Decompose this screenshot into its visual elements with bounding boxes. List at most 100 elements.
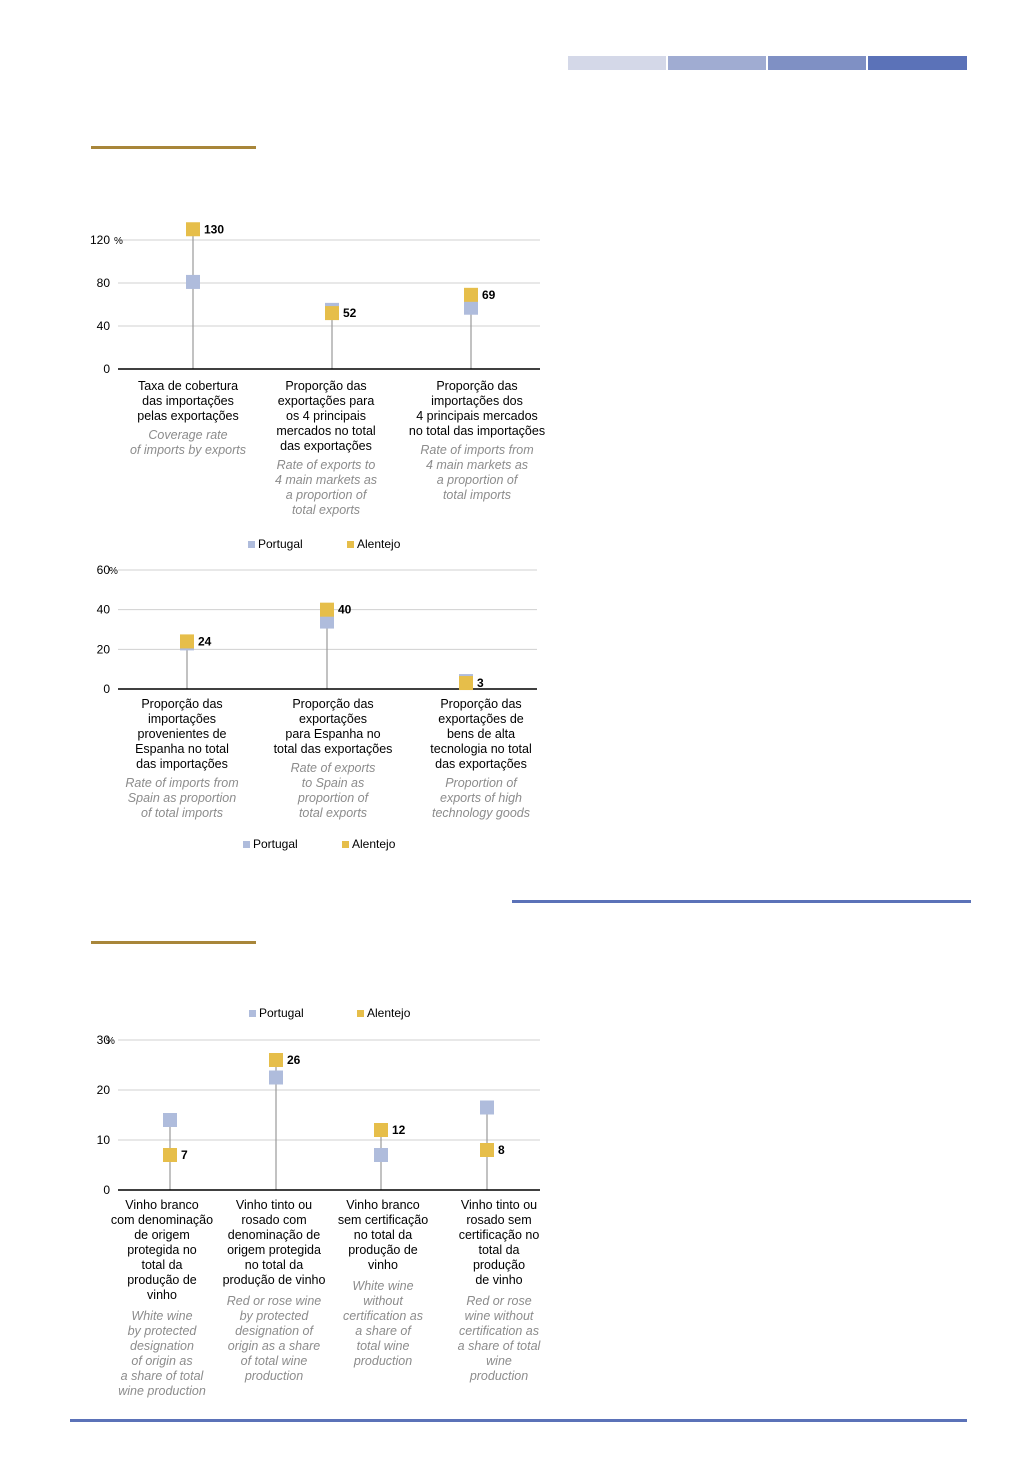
data-label: 130 xyxy=(204,222,224,236)
category-label-en: proportion of xyxy=(297,791,370,805)
category-label-en: a proportion of xyxy=(437,473,519,487)
category-label-en: wine without xyxy=(465,1309,534,1323)
category-label-pt: produção de xyxy=(348,1243,418,1257)
category-label-en: a share of xyxy=(355,1324,412,1338)
alentejo-point xyxy=(180,634,194,649)
y-unit-label: % xyxy=(114,236,123,247)
category-label-en: White wine xyxy=(131,1309,192,1323)
category-label-pt: total da xyxy=(141,1258,182,1272)
alentejo-point xyxy=(325,306,339,321)
category-label-pt: exportações para xyxy=(278,394,375,408)
category-label-en: 4 main markets as xyxy=(275,473,377,487)
y-tick-label: 20 xyxy=(97,1083,111,1097)
category-label-en: wine xyxy=(486,1354,512,1368)
portugal-point xyxy=(186,274,200,289)
y-tick-label: 60 xyxy=(97,563,111,577)
category-label-pt: bens de alta xyxy=(447,727,515,741)
category-label-pt: exportações de xyxy=(438,712,524,726)
category-label-pt: Proporção das xyxy=(440,697,521,711)
category-label-pt: de origem xyxy=(134,1228,190,1242)
y-tick-label: 10 xyxy=(97,1133,111,1147)
category-label-en: origin as a share xyxy=(228,1339,320,1353)
category-label-pt: das importações xyxy=(136,757,228,771)
category-label-en: White wine xyxy=(352,1279,413,1293)
data-label: 3 xyxy=(477,676,484,690)
legend-swatch-alentejo xyxy=(342,841,349,848)
portugal-point xyxy=(464,300,478,315)
category-label-pt: para Espanha no xyxy=(285,727,380,741)
alentejo-point xyxy=(163,1148,177,1162)
y-tick-label: 0 xyxy=(103,362,110,376)
category-label-pt: provenientes de xyxy=(138,727,227,741)
data-label: 52 xyxy=(343,306,357,320)
category-label-pt: produção de xyxy=(127,1273,197,1287)
y-tick-label: 0 xyxy=(103,682,110,696)
category-label-pt: no total da xyxy=(354,1228,412,1242)
y-tick-label: 0 xyxy=(103,1183,110,1197)
portugal-point xyxy=(269,1070,283,1085)
y-tick-label: 120 xyxy=(90,233,110,247)
legend-label-portugal: Portugal xyxy=(259,1006,304,1020)
y-tick-label: 80 xyxy=(97,276,111,290)
data-label: 40 xyxy=(338,603,352,617)
category-label-en: total imports xyxy=(443,488,511,502)
data-label: 26 xyxy=(287,1053,301,1067)
category-label-en: without xyxy=(363,1294,403,1308)
alentejo-point xyxy=(480,1143,494,1157)
legend-label-alentejo: Alentejo xyxy=(352,837,396,851)
category-label-en: a share of total xyxy=(121,1369,205,1383)
legend-swatch-portugal xyxy=(243,841,250,848)
category-label-en: exports of high xyxy=(440,791,522,805)
category-label-pt: vinho xyxy=(147,1288,177,1302)
y-tick-label: 20 xyxy=(97,642,111,656)
category-label-pt: Proporção das xyxy=(292,697,373,711)
y-tick-label: 30 xyxy=(97,1033,111,1047)
category-label-en: 4 main markets as xyxy=(426,458,528,472)
portugal-point xyxy=(320,614,334,629)
header-bar-2 xyxy=(668,56,766,70)
category-label-en: designation of xyxy=(235,1324,314,1338)
category-label-en: to Spain as xyxy=(302,776,365,790)
category-label-pt: Vinho branco xyxy=(346,1198,419,1212)
category-label-en: by protected xyxy=(240,1309,310,1323)
category-label-en: production xyxy=(353,1354,412,1368)
legend-swatch-portugal xyxy=(249,1010,256,1017)
category-label-pt: Vinho tinto ou xyxy=(236,1198,312,1212)
portugal-point xyxy=(374,1148,388,1162)
category-label-en: Red or rose wine xyxy=(227,1294,322,1308)
category-label-pt: das exportações xyxy=(435,757,527,771)
category-label-pt: Vinho branco xyxy=(125,1198,198,1212)
data-label: 24 xyxy=(198,634,212,648)
category-label-en: certification as xyxy=(459,1324,539,1338)
category-label-en: production xyxy=(244,1369,303,1383)
category-label-pt: das exportações xyxy=(280,439,372,453)
category-label-en: Red or rose xyxy=(466,1294,531,1308)
category-label-en: wine production xyxy=(118,1384,206,1398)
category-label-en: of imports by exports xyxy=(130,443,246,457)
category-label-pt: Proporção das xyxy=(285,379,366,393)
category-label-pt: total das exportações xyxy=(274,742,393,756)
header-bar-4 xyxy=(868,56,967,70)
category-label-en: Spain as proportion xyxy=(128,791,236,805)
category-label-en: Rate of exports to xyxy=(277,458,376,472)
category-label-pt: produção xyxy=(473,1258,525,1272)
header-bar-3 xyxy=(768,56,866,70)
portugal-point xyxy=(163,1113,177,1127)
category-label-pt: no total das importações xyxy=(409,424,545,438)
category-label-pt: Vinho tinto ou xyxy=(461,1198,537,1212)
category-label-pt: Espanha no total xyxy=(135,742,229,756)
y-tick-label: 40 xyxy=(97,603,111,617)
y-tick-label: 40 xyxy=(97,319,111,333)
category-label-en: total exports xyxy=(292,503,360,517)
category-label-pt: protegida no xyxy=(127,1243,197,1257)
legend-swatch-portugal xyxy=(248,541,255,548)
alentejo-point xyxy=(459,676,473,691)
category-label-pt: pelas exportações xyxy=(137,409,238,423)
category-label-pt: com denominação xyxy=(111,1213,213,1227)
category-label-en: of origin as xyxy=(131,1354,192,1368)
category-label-en: Proportion of xyxy=(445,776,518,790)
category-label-en: Coverage rate xyxy=(148,428,227,442)
legend-label-alentejo: Alentejo xyxy=(367,1006,411,1020)
